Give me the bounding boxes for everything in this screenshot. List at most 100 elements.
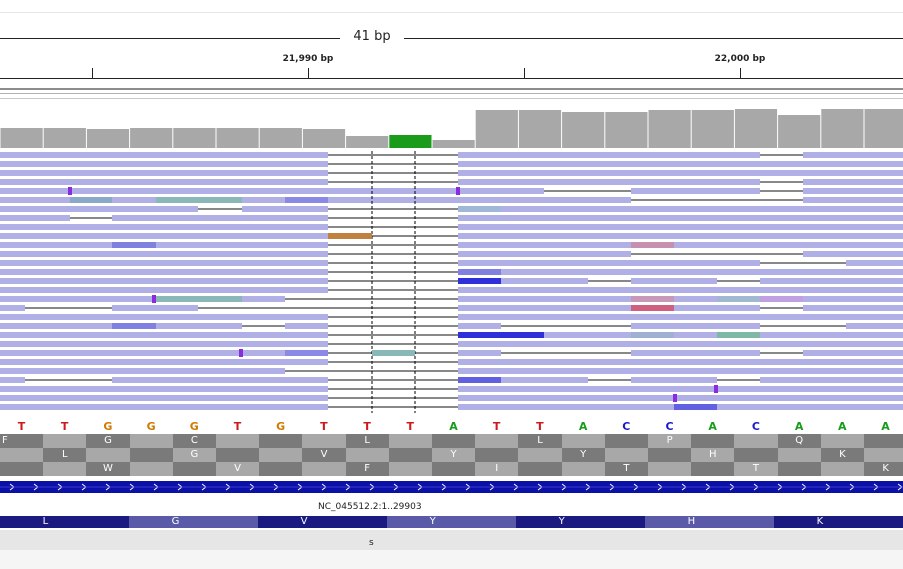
reference-base: A — [449, 420, 458, 433]
coverage-bar — [864, 109, 903, 148]
amino-acid-cell: K — [820, 448, 864, 462]
protein-amino-acid: K — [774, 516, 903, 528]
coverage-track[interactable] — [0, 106, 903, 148]
protein-amino-acid: H — [645, 516, 775, 528]
coverage-bar — [216, 128, 259, 148]
amino-acid-cell — [345, 448, 389, 462]
amino-acid-cell: H — [691, 448, 735, 462]
amino-acid-cell: K — [864, 462, 903, 476]
coverage-bar — [389, 138, 432, 148]
insertion-marker — [456, 187, 460, 195]
amino-acid-cell — [259, 462, 303, 476]
amino-acid-cell: F — [0, 434, 44, 448]
amino-acid-cell — [864, 448, 903, 462]
mismatch-base — [156, 296, 242, 302]
reference-base: T — [406, 420, 415, 433]
amino-acid-cell — [432, 462, 476, 476]
mismatch-base — [372, 350, 415, 356]
amino-acid-cell — [734, 434, 778, 448]
amino-acid-cell — [604, 434, 648, 448]
amino-acid-cell — [172, 462, 216, 476]
insertion-marker — [673, 394, 677, 402]
ruler[interactable]: 41 bp 21,990 bp 22,000 bp — [0, 0, 903, 86]
reference-base: A — [794, 420, 804, 433]
amino-acid-cell — [518, 448, 562, 462]
amino-acid-cell — [561, 462, 605, 476]
amino-acid-cell: G — [86, 434, 130, 448]
mismatch-base — [458, 377, 501, 383]
amino-acid-cell: T — [734, 462, 778, 476]
mismatch-base — [631, 305, 674, 311]
amino-acid-cell: L — [43, 448, 87, 462]
reference-base: A — [838, 420, 847, 433]
coverage-bar — [475, 110, 518, 148]
ruler-tick — [92, 68, 93, 78]
amino-acid-cell: Q — [777, 434, 821, 448]
amino-acid-cell: L — [345, 434, 389, 448]
amino-acid-cell — [475, 434, 519, 448]
mismatch-base — [458, 332, 544, 338]
reference-base: T — [363, 420, 371, 433]
coverage-bar — [691, 110, 734, 148]
reference-base: T — [536, 420, 544, 433]
span-line-right — [404, 38, 903, 39]
amino-acid-cell: P — [648, 434, 692, 448]
amino-acid-cell: G — [172, 448, 216, 462]
amino-acid-cell — [432, 434, 476, 448]
amino-acid-cell — [648, 462, 692, 476]
amino-acid-cell — [388, 448, 432, 462]
amino-acid-cell — [129, 448, 173, 462]
amino-acid-cell: W — [86, 462, 130, 476]
protein-amino-acid: Y — [387, 516, 517, 528]
track-separator — [0, 93, 903, 94]
amino-acid-cell — [691, 434, 735, 448]
amino-acid-cell: Y — [561, 448, 605, 462]
reference-base: A — [708, 420, 717, 433]
amino-acid-cell: V — [216, 462, 260, 476]
reference-base: A — [578, 420, 588, 433]
insertion-marker — [714, 385, 718, 393]
amino-acid-cell — [43, 434, 87, 448]
amino-acid-cell — [129, 462, 173, 476]
mismatch-base — [717, 332, 760, 338]
coverage-bar — [86, 129, 130, 148]
amino-acid-cell — [561, 434, 605, 448]
reference-base: T — [320, 420, 328, 433]
reference-base: T — [492, 420, 501, 433]
reference-base: C — [751, 420, 760, 433]
mismatch-base — [285, 197, 328, 203]
amino-acid-cell — [0, 462, 44, 476]
mismatch-base — [112, 242, 156, 248]
amino-acid-cell — [302, 434, 346, 448]
amino-acid-cell — [648, 448, 692, 462]
protein-amino-acid: V — [258, 516, 388, 528]
mismatch-base — [631, 242, 674, 248]
ruler-tick — [740, 68, 741, 78]
mismatch-base — [458, 278, 501, 284]
amino-acid-cell — [86, 448, 130, 462]
amino-acid-cell: T — [604, 462, 648, 476]
amino-acid-cell — [604, 448, 648, 462]
span-label: 41 bp — [353, 29, 391, 44]
coverage-bar — [346, 136, 389, 148]
coverage-bar — [43, 128, 86, 148]
coverage-bar — [130, 128, 173, 148]
coverage-bar — [389, 135, 432, 138]
amino-acid-cell — [777, 462, 821, 476]
amino-acid-cell — [388, 462, 432, 476]
coverage-bar — [605, 112, 648, 148]
alignment-read — [0, 188, 903, 194]
mismatch-base — [631, 296, 674, 302]
amino-acid-cell — [129, 434, 173, 448]
coverage-bar — [734, 109, 778, 148]
coverage-bar — [821, 109, 864, 148]
gene-feature-track[interactable] — [0, 481, 903, 493]
s-gene-row[interactable]: s — [0, 530, 903, 550]
alignment-reads-track[interactable] — [0, 151, 903, 416]
amino-acid-cell — [777, 448, 821, 462]
